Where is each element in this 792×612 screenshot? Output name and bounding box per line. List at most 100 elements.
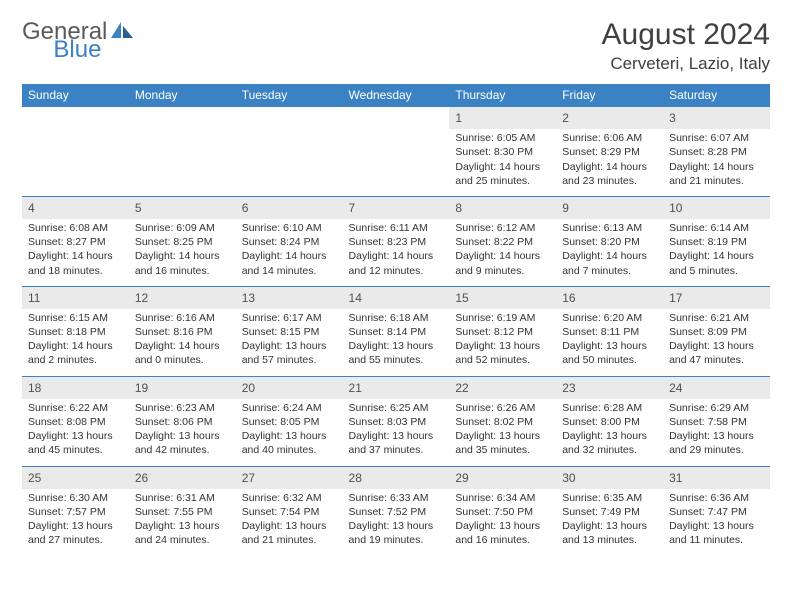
day-detail-cell: Sunrise: 6:10 AMSunset: 8:24 PMDaylight:… [236,219,343,286]
sunrise-line: Sunrise: 6:18 AM [349,311,444,325]
day-number-cell: 15 [449,286,556,309]
sunrise-line: Sunrise: 6:23 AM [135,401,230,415]
day-detail-cell: Sunrise: 6:26 AMSunset: 8:02 PMDaylight:… [449,399,556,466]
daylight-line: Daylight: 14 hours and 16 minutes. [135,249,230,277]
sunrise-line: Sunrise: 6:15 AM [28,311,123,325]
day-number-cell: 20 [236,376,343,399]
daylight-line: Daylight: 13 hours and 47 minutes. [669,339,764,367]
daylight-line: Daylight: 13 hours and 35 minutes. [455,429,550,457]
day-number-cell: 12 [129,286,236,309]
logo-text-2: Blue [53,36,101,64]
day-detail-row: Sunrise: 6:30 AMSunset: 7:57 PM Daylight:… [22,489,770,556]
day-number-cell [343,107,450,130]
sunset-line: Sunset: 8:20 PM [562,235,657,249]
day-number-cell: 14 [343,286,450,309]
day-number-cell: 4 [22,196,129,219]
day-number-cell: 29 [449,466,556,489]
sunset-line: Sunset: 8:09 PM [669,325,764,339]
sunrise-line: Sunrise: 6:14 AM [669,221,764,235]
sunrise-line: Sunrise: 6:36 AM [669,491,764,505]
day-number-cell: 17 [663,286,770,309]
sunset-line: Sunset: 7:47 PM [669,505,764,519]
sunrise-line: Sunrise: 6:30 AM [28,491,123,505]
sunset-line: Sunset: 7:52 PM [349,505,444,519]
day-number-cell: 16 [556,286,663,309]
day-number-cell: 18 [22,376,129,399]
sunset-line: Sunset: 8:16 PM [135,325,230,339]
day-number-cell: 8 [449,196,556,219]
sunset-line: Sunset: 8:18 PM [28,325,123,339]
day-detail-cell: Sunrise: 6:16 AMSunset: 8:16 PMDaylight:… [129,309,236,376]
day-detail-cell: Sunrise: 6:18 AMSunset: 8:14 PMDaylight:… [343,309,450,376]
daylight-line: Daylight: 14 hours and 23 minutes. [562,160,657,188]
sunrise-line: Sunrise: 6:31 AM [135,491,230,505]
header: General Blue August 2024 Cerveteri, Lazi… [22,18,770,74]
day-detail-cell: Sunrise: 6:34 AMSunset: 7:50 PMDaylight:… [449,489,556,556]
day-detail-cell: Sunrise: 6:06 AMSunset: 8:29 PMDaylight:… [556,129,663,196]
sunset-line: Sunset: 8:19 PM [669,235,764,249]
daylight-line: Daylight: 13 hours and 50 minutes. [562,339,657,367]
day-number-cell: 26 [129,466,236,489]
sunset-line: Sunset: 8:30 PM [455,145,550,159]
daylight-line: Daylight: 13 hours and 13 minutes. [562,519,657,547]
sunrise-line: Sunrise: 6:20 AM [562,311,657,325]
daylight-line: Daylight: 13 hours and 55 minutes. [349,339,444,367]
daylight-line: Daylight: 13 hours and 45 minutes. [28,429,123,457]
sunrise-line: Sunrise: 6:08 AM [28,221,123,235]
weekday-header: Saturday [663,84,770,107]
daylight-line: Daylight: 13 hours and 42 minutes. [135,429,230,457]
day-detail-cell: Sunrise: 6:09 AMSunset: 8:25 PMDaylight:… [129,219,236,286]
weekday-header: Monday [129,84,236,107]
sunrise-line: Sunrise: 6:17 AM [242,311,337,325]
sunset-line: Sunset: 8:27 PM [28,235,123,249]
day-detail-cell: Sunrise: 6:31 AMSunset: 7:55 PMDaylight:… [129,489,236,556]
day-number-cell [22,107,129,130]
sunset-line: Sunset: 8:11 PM [562,325,657,339]
sunrise-line: Sunrise: 6:10 AM [242,221,337,235]
day-number-cell: 5 [129,196,236,219]
sunrise-line: Sunrise: 6:25 AM [349,401,444,415]
sunset-line: Sunset: 8:23 PM [349,235,444,249]
day-detail-cell: Sunrise: 6:19 AMSunset: 8:12 PMDaylight:… [449,309,556,376]
day-detail-cell: Sunrise: 6:17 AMSunset: 8:15 PMDaylight:… [236,309,343,376]
day-detail-cell [343,129,450,196]
daylight-line: Daylight: 14 hours and 9 minutes. [455,249,550,277]
day-detail-cell: Sunrise: 6:05 AMSunset: 8:30 PMDaylight:… [449,129,556,196]
day-number-cell [129,107,236,130]
sunset-line: Sunset: 7:57 PM [28,505,123,519]
calendar-table: Sunday Monday Tuesday Wednesday Thursday… [22,84,770,555]
sunrise-line: Sunrise: 6:26 AM [455,401,550,415]
sunset-line: Sunset: 8:06 PM [135,415,230,429]
day-number-cell: 31 [663,466,770,489]
logo: General Blue [22,18,185,46]
day-number-cell: 13 [236,286,343,309]
day-detail-cell: Sunrise: 6:32 AMSunset: 7:54 PMDaylight:… [236,489,343,556]
day-detail-cell: Sunrise: 6:08 AMSunset: 8:27 PMDaylight:… [22,219,129,286]
weekday-header: Thursday [449,84,556,107]
daylight-line: Daylight: 13 hours and 37 minutes. [349,429,444,457]
day-detail-cell: Sunrise: 6:14 AMSunset: 8:19 PMDaylight:… [663,219,770,286]
daylight-line: Daylight: 14 hours and 7 minutes. [562,249,657,277]
sunrise-line: Sunrise: 6:35 AM [562,491,657,505]
sunrise-line: Sunrise: 6:09 AM [135,221,230,235]
sunrise-line: Sunrise: 6:29 AM [669,401,764,415]
sunrise-line: Sunrise: 6:32 AM [242,491,337,505]
day-detail-cell [129,129,236,196]
sunset-line: Sunset: 8:25 PM [135,235,230,249]
sunset-line: Sunset: 8:03 PM [349,415,444,429]
sunrise-line: Sunrise: 6:06 AM [562,131,657,145]
daylight-line: Daylight: 14 hours and 18 minutes. [28,249,123,277]
sunset-line: Sunset: 8:14 PM [349,325,444,339]
sunrise-line: Sunrise: 6:33 AM [349,491,444,505]
daylight-line: Daylight: 13 hours and 40 minutes. [242,429,337,457]
day-detail-cell: Sunrise: 6:33 AMSunset: 7:52 PMDaylight:… [343,489,450,556]
daylight-line: Daylight: 13 hours and 11 minutes. [669,519,764,547]
daylight-line: Daylight: 13 hours and 29 minutes. [669,429,764,457]
day-detail-cell: Sunrise: 6:15 AMSunset: 8:18 PMDaylight:… [22,309,129,376]
day-detail-cell: Sunrise: 6:36 AMSunset: 7:47 PMDaylight:… [663,489,770,556]
sunrise-line: Sunrise: 6:22 AM [28,401,123,415]
day-number-cell: 27 [236,466,343,489]
day-number-cell: 3 [663,107,770,130]
day-number-cell [236,107,343,130]
day-number-cell: 19 [129,376,236,399]
